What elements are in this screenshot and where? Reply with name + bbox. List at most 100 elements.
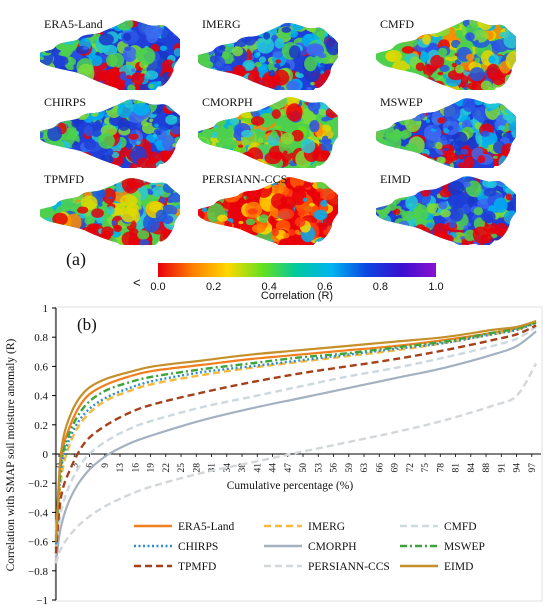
map-pixel	[95, 178, 104, 181]
map-pixel	[274, 63, 281, 69]
x-tick-label: 94	[513, 463, 523, 473]
map-pixel	[238, 220, 244, 225]
series-line-cmfd	[54, 325, 537, 557]
map-pixel	[207, 192, 215, 197]
x-tick-label: 31	[208, 463, 218, 473]
map-pixel	[376, 223, 386, 234]
map-pixel	[314, 237, 331, 245]
map-pixel	[313, 209, 328, 220]
map-pixel	[41, 39, 56, 54]
map-pixel	[398, 220, 410, 229]
map-pixel	[245, 158, 257, 166]
y-tick-label: 0.8	[34, 332, 48, 344]
map-pixel	[387, 73, 395, 78]
map-pixel	[217, 37, 223, 42]
map-pixel	[418, 19, 424, 26]
map-pixel	[412, 236, 422, 245]
map-pixel	[247, 208, 258, 215]
map-pixel	[497, 125, 506, 131]
map-pixel	[227, 125, 233, 130]
map-pixel	[169, 75, 180, 88]
map-pixel	[91, 99, 103, 106]
map-pixel	[426, 203, 437, 214]
x-tick-label: 78	[436, 463, 446, 473]
map-pixel	[458, 154, 464, 160]
map-pixel	[211, 240, 219, 245]
map-pixel	[172, 28, 180, 37]
map-pixel	[126, 202, 139, 217]
map-pixel	[427, 98, 438, 107]
map-pixel	[141, 178, 147, 180]
map-pixel	[465, 23, 478, 35]
map-pixel	[405, 83, 415, 90]
map-pixel	[169, 20, 180, 31]
map-pixel	[52, 212, 68, 226]
map-title: EIMD	[380, 172, 411, 186]
map-pixel	[69, 78, 82, 90]
map-pixel	[245, 242, 252, 245]
map-pixel	[393, 236, 406, 245]
map-pixel	[462, 98, 476, 113]
map-pixel	[443, 103, 461, 122]
map-pixel	[234, 160, 246, 168]
map-pixel	[391, 145, 408, 162]
map-pixel	[145, 99, 155, 101]
map-pixel	[198, 159, 208, 168]
map-pixel	[440, 176, 459, 181]
map-pixel	[280, 132, 295, 145]
map-pixel	[477, 19, 494, 31]
map-pixel	[382, 76, 388, 83]
map-pixel	[294, 217, 306, 227]
map-pixel	[98, 172, 104, 178]
map-pixel	[198, 195, 215, 208]
map-pixel	[268, 215, 275, 224]
map-pixel	[281, 23, 292, 29]
map-pixel	[256, 52, 261, 57]
map-pixel	[396, 228, 401, 231]
legend-item-imerg: IMERG	[264, 521, 345, 533]
map-pixel	[405, 163, 413, 168]
map-persiann-ccs: PERSIANN-CCS	[198, 172, 338, 245]
map-pixel	[245, 218, 256, 226]
map-pixel	[394, 224, 408, 239]
map-pixel	[393, 69, 405, 81]
map-pixel	[441, 135, 447, 142]
map-pixel	[115, 170, 123, 178]
map-pixel	[176, 204, 180, 209]
map-pixel	[379, 76, 387, 84]
map-pixel	[170, 233, 175, 239]
map-pixel	[69, 237, 88, 245]
map-pixel	[425, 176, 434, 181]
map-pixel	[245, 242, 251, 245]
map-pixel	[425, 222, 434, 228]
map-pixel	[40, 132, 45, 139]
map-pixel	[397, 78, 406, 88]
map-pixel	[248, 23, 260, 28]
map-pixel	[200, 112, 217, 130]
map-pixel	[102, 44, 118, 56]
map-pixel	[395, 150, 410, 161]
map-pixel	[214, 147, 228, 159]
map-pixel	[483, 188, 497, 197]
map-pixel	[319, 62, 325, 67]
map-pixel	[325, 177, 336, 184]
map-pixel	[237, 144, 244, 148]
map-pixel	[474, 39, 479, 45]
map-pixel	[203, 232, 211, 239]
map-pixel	[415, 232, 421, 238]
map-pixel	[41, 45, 49, 51]
map-pixel	[398, 194, 407, 201]
map-pixel	[158, 150, 172, 162]
map-pixel	[48, 227, 53, 233]
map-pixel	[253, 82, 268, 90]
map-pixel	[283, 232, 290, 239]
map-pixel	[106, 20, 113, 23]
map-pixel	[433, 24, 451, 37]
map-pixel	[413, 176, 423, 180]
map-pixel	[64, 77, 82, 90]
map-pixel	[101, 169, 113, 177]
map-pixel	[422, 34, 431, 45]
map-pixel	[396, 151, 405, 159]
map-pixel	[419, 19, 430, 31]
map-pixel	[65, 112, 76, 120]
